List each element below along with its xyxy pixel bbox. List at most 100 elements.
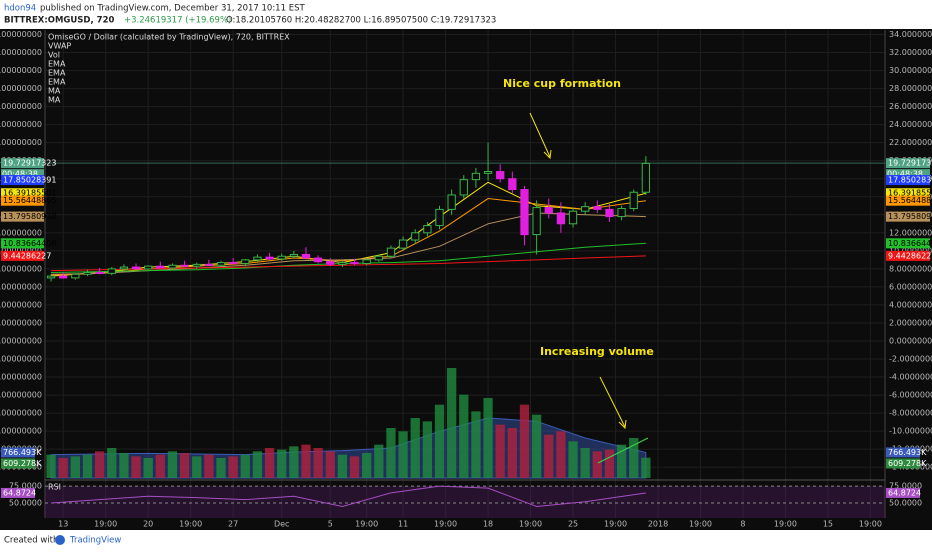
ohlc: O:18.20105760 H:20.48282700 L:16.8950750… (226, 16, 496, 26)
volume-bar (604, 449, 615, 478)
legend-entry: EMA (48, 69, 66, 78)
y-tick-label: 2.00000000 (0, 318, 42, 327)
volume-bar (580, 448, 590, 478)
rsi-tick-label: 50.0000 (889, 499, 922, 508)
y-tick-label: 24.00000000 (0, 120, 42, 129)
rsi-band (45, 486, 885, 518)
annotation: Increasing volume (540, 345, 654, 358)
y-tick-label: 34.00000000 (889, 30, 932, 39)
volume-bar (592, 451, 602, 478)
price-label-box (1, 158, 44, 169)
price-label: 19.72917323 (888, 159, 932, 168)
volume-bar (349, 456, 360, 478)
footer-text: Created with (4, 536, 58, 546)
x-tick-label: 13 (58, 520, 68, 529)
legend-entry: MA (48, 87, 61, 96)
y-tick-label: 6.00000000 (0, 282, 42, 291)
arrow-head (618, 419, 627, 430)
candle-body (301, 253, 311, 259)
y-tick-label: 10.00000000 (889, 246, 932, 255)
candle-body (581, 206, 590, 212)
volume-label-box (886, 458, 920, 469)
volume-bar (277, 449, 287, 478)
x-tick-label: 19:00 (689, 520, 712, 529)
candle-body (277, 255, 286, 260)
volume-label: 609.278K (888, 459, 927, 468)
volume-bar (82, 454, 93, 478)
x-tick-label: 5 (328, 520, 333, 529)
candle-body (629, 191, 638, 209)
candle-body (229, 262, 238, 265)
x-tick-label: 19:00 (604, 520, 627, 529)
candle-body (46, 275, 56, 279)
y-tick-label: 10.00000000 (0, 246, 42, 255)
y-tick-label: 32.00000000 (0, 48, 42, 57)
candle-body (216, 262, 226, 266)
y-tick-label: 28.00000000 (889, 84, 932, 93)
candle-body (605, 208, 614, 218)
volume-label-box (1, 447, 35, 458)
volume-bar (459, 394, 469, 478)
y-tick-label: 22.00000000 (0, 138, 42, 147)
price-label-box (1, 238, 44, 249)
volume-bar (155, 454, 165, 478)
x-tick-label: 15 (823, 520, 833, 529)
x-tick-label: 19:00 (519, 520, 542, 529)
price-label: 9.44286227 (888, 251, 932, 260)
countdown: 00:48:38 (2, 170, 38, 179)
volume-bar (386, 428, 396, 478)
volume-bar (131, 456, 141, 478)
volume-bar (264, 448, 275, 478)
price-label: 15.56448865 (888, 196, 932, 205)
candle-body (265, 256, 274, 260)
volume-bar (641, 457, 651, 478)
legend-entry: Vol (48, 51, 60, 60)
candle-body (289, 253, 298, 257)
volume-bar (374, 444, 384, 478)
price-label-box (886, 211, 930, 222)
volume-bar (143, 458, 153, 478)
symbol: BITTREX:OMGUSD, 720 (4, 16, 114, 26)
x-tick-label: Dec (274, 520, 289, 529)
volume-bar (556, 431, 566, 478)
y-tick-label: 4.00000000 (0, 300, 42, 309)
x-tick-label: 18 (483, 520, 493, 529)
rsi-tick-label: 75.0000 (889, 482, 922, 491)
rsi-tick-label: 75.0000 (9, 482, 42, 491)
y-tick-label: -6.00000000 (0, 391, 42, 400)
candle-body (496, 171, 505, 180)
volume-bar (192, 456, 202, 478)
y-tick-label: -6.00000000 (889, 391, 932, 400)
price-label: 17.85028391 (888, 176, 932, 185)
price-label: 16.39185501 (888, 189, 932, 198)
candle-body (520, 189, 529, 236)
arrow (599, 376, 626, 428)
volume-bar (167, 451, 178, 478)
price-label-box (1, 211, 44, 222)
volume-bar (410, 418, 420, 478)
rsi-title: RSI (48, 483, 61, 492)
candle-body (119, 266, 129, 270)
y-tick-label: 8.00000000 (889, 264, 932, 273)
price-label-box (886, 175, 930, 186)
y-tick-label: 6.00000000 (889, 282, 932, 291)
candle-body (241, 259, 250, 264)
candle-body (362, 259, 371, 264)
candle-body (326, 261, 335, 265)
candle-body (374, 255, 383, 261)
volume-bar (616, 444, 627, 478)
volume-label: 766.493K (888, 448, 927, 457)
candle-body (459, 179, 468, 196)
x-tick-label: 11 (398, 520, 408, 529)
candle-body (544, 207, 553, 214)
x-tick-label: 2018 (648, 520, 668, 529)
volume-bar (94, 451, 105, 478)
volume-bar (216, 458, 226, 478)
y-tick-label: 12.00000000 (889, 228, 932, 237)
volume-bar (107, 448, 117, 478)
candle-body (483, 171, 493, 174)
y-tick-label: 2.00000000 (889, 318, 932, 327)
price-label: 10.83664408 (888, 239, 932, 248)
y-tick-label: -10.00000000 (889, 427, 932, 436)
x-tick-label: 19:00 (434, 520, 457, 529)
